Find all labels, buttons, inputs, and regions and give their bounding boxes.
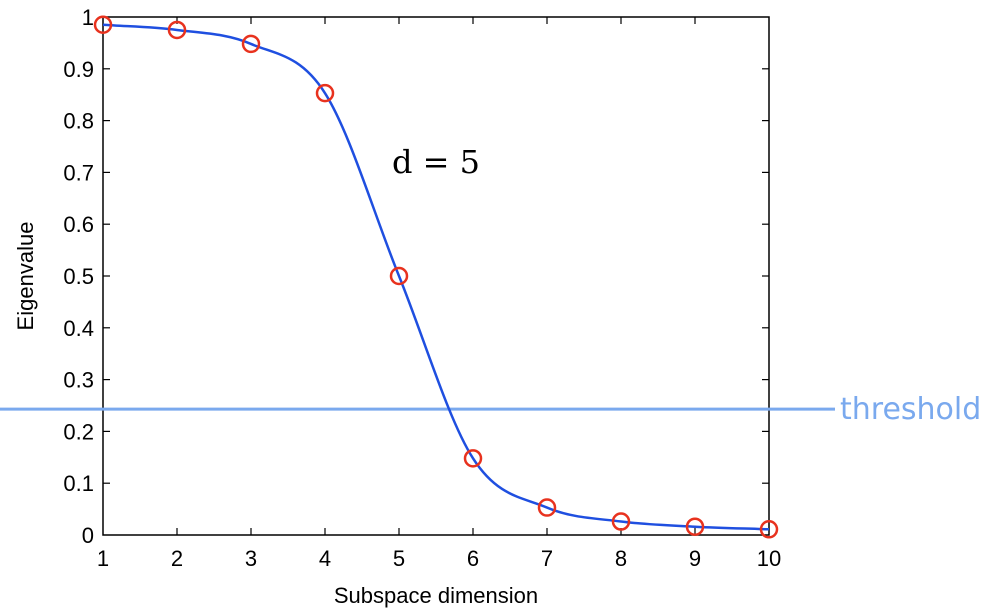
y-tick-label: 0.7 — [63, 160, 94, 185]
x-axis-title: Subspace dimension — [334, 583, 538, 608]
d-annotation: d = 5 — [392, 143, 480, 181]
data-point-marker — [537, 498, 557, 517]
y-tick-label: 0.8 — [63, 109, 94, 134]
y-tick-label: 0.4 — [63, 316, 94, 341]
data-point-marker — [463, 449, 483, 468]
data-point-marker — [685, 517, 705, 536]
x-tick-label: 10 — [757, 546, 781, 571]
data-point-marker — [611, 512, 631, 531]
data-point-marker — [759, 520, 779, 539]
x-tick-label: 5 — [393, 546, 405, 571]
series-line — [102, 23, 770, 531]
x-tick-label: 2 — [171, 546, 183, 571]
x-tick-label: 8 — [615, 546, 627, 571]
x-tick-label: 6 — [467, 546, 479, 571]
data-point-marker — [93, 15, 113, 35]
x-tick-label: 7 — [541, 546, 553, 571]
y-tick-label: 0.2 — [63, 419, 94, 444]
y-tick-label: 0.6 — [63, 212, 94, 237]
x-tick-label: 3 — [245, 546, 257, 571]
y-axis-ticks: 0 0.1 0.2 0.3 0.4 0.5 0.6 0.7 0.8 0.9 1 — [63, 5, 769, 548]
x-tick-label: 4 — [319, 546, 331, 571]
x-tick-label: 1 — [97, 546, 109, 571]
threshold-label: threshold — [840, 392, 981, 427]
plot-frame — [102, 16, 770, 536]
y-tick-label: 1 — [82, 5, 94, 30]
x-axis-ticks: 1 2 3 4 5 6 7 8 9 10 — [97, 17, 781, 571]
y-tick-label: 0.1 — [63, 471, 94, 496]
data-point-marker — [389, 266, 409, 286]
y-tick-label: 0.5 — [63, 264, 94, 289]
series-markers — [93, 15, 779, 539]
y-tick-label: 0 — [82, 523, 94, 548]
data-point-marker — [315, 83, 335, 103]
x-tick-label: 9 — [689, 546, 701, 571]
data-point-marker — [167, 20, 187, 40]
data-point-marker — [241, 34, 261, 54]
y-axis-title: Eigenvalue — [13, 222, 38, 331]
y-tick-label: 0.9 — [63, 57, 94, 82]
y-tick-label: 0.3 — [63, 368, 94, 393]
